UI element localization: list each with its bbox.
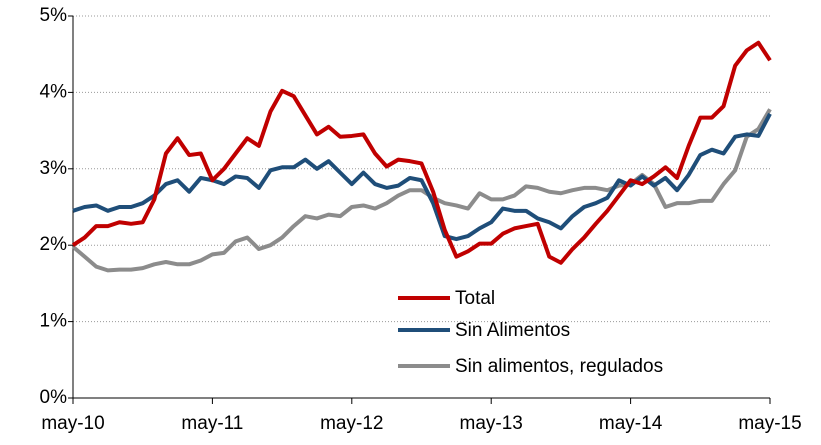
series-line — [72, 112, 772, 242]
y-tick-label: 2% — [40, 234, 68, 255]
y-tick-label: 0% — [40, 387, 68, 408]
x-tick-label: may-14 — [599, 413, 663, 434]
y-tick-label: 5% — [40, 5, 68, 26]
x-tick-label: may-13 — [460, 413, 523, 434]
legend-label: Sin alimentos, regulados — [455, 356, 663, 377]
y-tick-label: 4% — [40, 81, 68, 102]
series-line — [71, 108, 772, 273]
legend-label: Total — [455, 288, 495, 309]
y-tick-label: 3% — [40, 158, 68, 179]
series-line — [71, 40, 772, 265]
x-tick-label: may-15 — [738, 413, 801, 434]
x-tick-label: may-11 — [181, 413, 243, 434]
legend-label: Sin Alimentos — [455, 320, 570, 341]
x-tick-label: may-10 — [41, 413, 104, 434]
x-tick-label: may-12 — [320, 413, 383, 434]
y-tick-label: 1% — [40, 311, 68, 332]
